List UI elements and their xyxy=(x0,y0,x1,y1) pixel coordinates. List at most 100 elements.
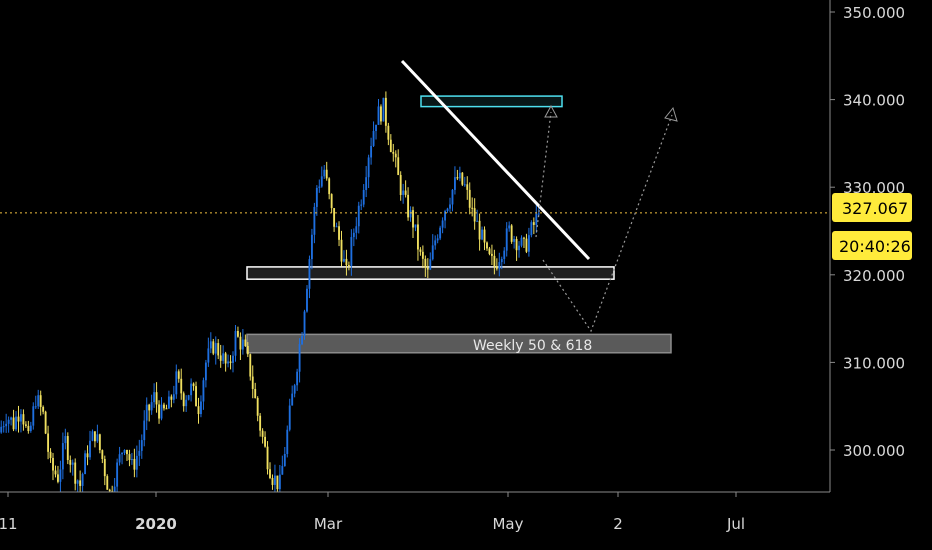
candle-body xyxy=(61,443,64,470)
candle-body xyxy=(308,259,311,289)
candle-body xyxy=(266,446,269,470)
candle-body xyxy=(530,222,533,236)
candle-body xyxy=(352,232,355,238)
y-tick-label: 340.000 xyxy=(843,92,905,110)
candle-body xyxy=(15,416,17,430)
candle-body xyxy=(32,406,35,426)
candle-body xyxy=(232,355,234,363)
candle-body xyxy=(27,425,30,432)
candle-body xyxy=(409,210,412,218)
candle-body xyxy=(377,106,380,125)
candle-body xyxy=(380,106,382,122)
candle-body xyxy=(190,383,193,396)
candle-body xyxy=(306,288,308,312)
candle-body xyxy=(463,184,466,186)
candle-body xyxy=(241,339,244,350)
x-tick-label: 2 xyxy=(613,515,623,533)
candle-body xyxy=(347,265,350,267)
candle-body xyxy=(42,406,45,412)
candle-body xyxy=(362,189,365,205)
candle-body xyxy=(350,237,353,266)
candle-body xyxy=(222,353,225,361)
candle-body xyxy=(47,433,50,452)
candle-body xyxy=(254,388,257,398)
candle-body xyxy=(237,331,239,337)
candle-body xyxy=(98,434,101,451)
candle-body xyxy=(372,130,375,146)
candle-body xyxy=(278,474,281,490)
descending-trendline xyxy=(400,59,591,261)
candle-body xyxy=(328,178,331,195)
candle-body xyxy=(384,97,387,126)
candle-body xyxy=(468,189,471,208)
candle-body xyxy=(17,416,20,422)
candle-body xyxy=(288,405,291,430)
candle-body xyxy=(192,383,195,387)
candle-body xyxy=(57,474,59,482)
candle-body xyxy=(54,470,57,475)
candle-body xyxy=(426,267,429,270)
last-price-marker: 327.067 20:40:26 xyxy=(832,193,912,260)
candle-body xyxy=(276,475,279,490)
x-tick-label: May xyxy=(492,515,523,533)
candle-body xyxy=(389,139,392,152)
candle-body xyxy=(404,190,407,195)
candle-body xyxy=(375,124,377,131)
candle-body xyxy=(320,176,323,187)
candle-body xyxy=(202,380,205,402)
candle-body xyxy=(431,245,434,260)
candle-body xyxy=(234,331,237,356)
candle-body xyxy=(113,486,116,492)
candle-body xyxy=(135,455,138,470)
candlesticks xyxy=(0,91,540,493)
countdown-tag xyxy=(832,231,912,260)
candle-body xyxy=(264,436,267,447)
candle-body xyxy=(486,242,488,249)
candle-body xyxy=(456,177,459,179)
candle-body xyxy=(325,169,328,179)
candle-body xyxy=(301,335,303,345)
candle-body xyxy=(505,228,508,251)
candle-body xyxy=(343,258,345,262)
candle-body xyxy=(451,189,454,205)
candle-body xyxy=(0,426,3,433)
candle-body xyxy=(510,225,513,242)
last-price-tag xyxy=(832,193,912,222)
y-tick-label: 350.000 xyxy=(843,4,905,22)
candle-body xyxy=(138,450,141,456)
candle-body xyxy=(338,226,340,240)
candle-body xyxy=(44,411,47,434)
candle-body xyxy=(495,266,498,269)
candle-body xyxy=(20,414,22,422)
candle-body xyxy=(293,385,296,394)
candle-body xyxy=(323,169,326,177)
candle-body xyxy=(402,190,405,195)
candle-body xyxy=(439,227,442,239)
candle-body xyxy=(39,395,42,407)
candle-body xyxy=(121,452,123,455)
candle-body xyxy=(34,406,37,408)
candle-body xyxy=(355,226,358,233)
candle-body xyxy=(399,174,402,195)
candle-body xyxy=(365,177,368,190)
candle-body xyxy=(93,431,96,442)
candle-body xyxy=(333,208,336,227)
candle-body xyxy=(96,434,99,442)
candle-body xyxy=(187,395,190,400)
candle-body xyxy=(74,462,77,484)
candle-body xyxy=(473,208,476,222)
candle-body xyxy=(155,392,158,405)
candle-body xyxy=(81,474,84,486)
candle-body xyxy=(212,341,215,354)
candle-body xyxy=(118,454,121,463)
candle-body xyxy=(488,248,491,254)
candle-body xyxy=(503,250,506,259)
candle-body xyxy=(421,251,424,259)
candle-body xyxy=(397,157,400,175)
candle-body xyxy=(424,258,427,268)
candle-body xyxy=(24,424,27,426)
x-tick-label: 11 xyxy=(0,515,18,533)
resistance-zone xyxy=(420,95,563,108)
candle-body xyxy=(86,453,89,458)
